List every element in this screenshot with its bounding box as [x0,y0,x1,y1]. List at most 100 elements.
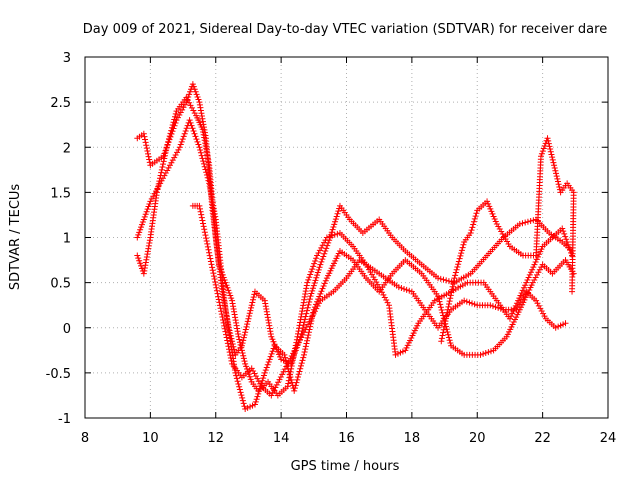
data-point-marker [208,194,215,201]
data-point-marker [235,330,242,337]
data-point-marker [209,197,216,204]
data-point-marker [198,211,205,218]
data-point-marker [183,125,190,132]
data-point-marker [515,297,522,304]
data-point-marker [303,310,310,317]
data-point-marker [547,148,554,155]
data-point-marker [226,349,233,356]
data-point-marker [169,122,176,129]
data-point-marker [212,278,219,285]
data-point-marker [281,366,288,373]
data-point-marker [452,272,459,279]
data-point-marker [332,218,339,225]
data-point-marker [304,337,311,344]
data-point-marker [310,310,317,317]
data-point-marker [177,141,184,148]
data-point-marker [216,299,223,306]
data-point-marker [209,267,216,274]
data-point-marker [265,319,272,326]
data-point-marker [203,172,210,179]
data-point-marker [232,317,239,324]
data-point-marker [200,128,207,135]
x-tick-label: 14 [273,431,290,446]
data-point-marker [255,378,262,385]
data-point-marker [197,205,204,212]
data-point-marker [472,213,479,220]
data-point-marker [403,286,410,293]
data-point-marker [547,146,554,153]
data-point-marker [438,338,445,345]
data-point-marker [447,295,454,302]
x-tick-label: 10 [142,431,159,446]
data-point-marker [247,307,254,314]
data-point-marker [540,310,547,317]
data-point-marker [545,137,552,144]
data-point-marker [233,375,240,382]
data-point-marker [242,329,249,336]
data-point-marker [513,306,520,313]
data-point-marker [458,250,465,257]
data-point-marker [250,294,257,301]
data-point-marker [446,300,453,307]
data-point-marker [519,220,526,227]
data-point-marker [308,268,315,275]
data-point-marker [441,323,448,330]
data-point-marker [305,332,312,339]
data-point-marker [537,153,544,160]
data-point-marker [246,313,253,320]
data-point-marker [371,276,378,283]
data-point-marker [546,143,553,150]
data-point-marker [184,97,191,104]
data-point-marker [537,248,544,255]
data-point-marker [201,137,208,144]
data-point-marker [234,328,241,335]
data-point-marker [220,319,227,326]
data-point-marker [273,381,280,388]
data-point-marker [237,389,244,396]
data-point-marker [236,383,243,390]
data-point-marker [505,241,512,248]
data-point-marker [252,373,259,380]
data-point-marker [235,380,242,387]
data-point-marker [322,248,329,255]
data-point-marker [537,305,544,312]
data-point-marker [487,348,494,355]
data-point-marker [161,155,168,162]
data-point-marker [443,277,450,284]
data-point-marker [305,301,312,308]
data-point-marker [221,325,228,332]
data-point-marker [206,180,213,187]
data-point-marker [314,272,321,279]
data-point-marker [321,250,328,257]
data-point-marker [140,130,147,137]
data-point-marker [470,221,477,228]
data-point-marker [267,328,274,335]
data-point-marker [318,288,325,295]
data-point-marker [314,252,321,259]
data-point-marker [241,358,248,365]
data-point-marker [308,290,315,297]
data-point-marker [525,274,532,281]
data-point-marker [467,229,474,236]
data-point-marker [520,293,527,300]
data-point-marker [522,219,529,226]
data-point-marker [516,301,523,308]
data-point-marker [556,183,563,190]
data-point-marker [178,138,185,145]
data-point-marker [227,292,234,299]
data-point-marker [480,350,487,357]
data-point-marker [518,289,525,296]
data-point-marker [318,258,325,265]
data-point-marker [294,374,301,381]
data-point-marker [197,149,204,156]
data-point-marker [294,342,301,349]
data-point-marker [553,170,560,177]
data-point-marker [280,368,287,375]
data-point-marker [221,322,228,329]
data-point-marker [526,271,533,278]
data-point-marker [454,264,461,271]
data-point-marker [244,321,251,328]
data-point-marker [559,225,566,232]
data-point-marker [243,323,250,330]
